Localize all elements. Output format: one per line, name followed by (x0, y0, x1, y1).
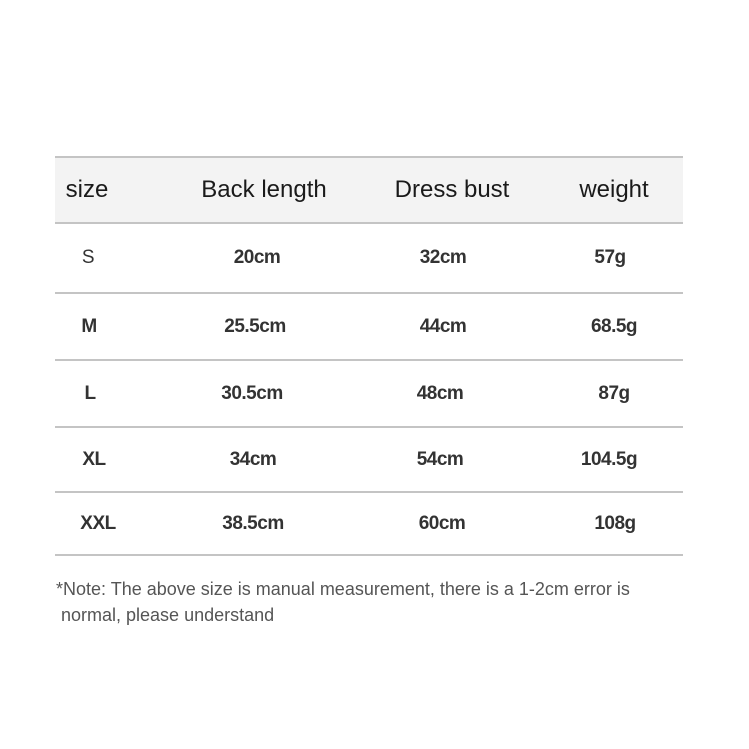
cell-size: S (81, 247, 95, 268)
cell-size: XXL (80, 512, 116, 534)
cell-weight: 108g (594, 512, 636, 534)
cell-back-length: 20cm (233, 247, 281, 268)
cell-dress-bust: 44cm (419, 315, 467, 337)
cell-back-length: 38.5cm (222, 512, 284, 534)
header-size: size (65, 176, 109, 203)
header-dress-bust: Dress bust (394, 176, 510, 203)
cell-back-length: 25.5cm (224, 315, 286, 337)
size-table: size Back length Dress bust weight S 20c… (55, 156, 683, 556)
cell-size: L (84, 382, 96, 404)
table-header: size Back length Dress bust weight (55, 156, 683, 224)
cell-size: M (81, 315, 97, 337)
table-row: XL 34cm 54cm 104.5g (55, 428, 683, 493)
table-row: M 25.5cm 44cm 68.5g (55, 294, 683, 361)
cell-dress-bust: 48cm (416, 382, 464, 404)
table-row: L 30.5cm 48cm 87g (55, 361, 683, 428)
measurement-note: *Note: The above size is manual measurem… (56, 576, 716, 628)
cell-weight: 87g (598, 382, 630, 404)
note-line-2: normal, please understand (56, 605, 275, 625)
cell-dress-bust: 32cm (419, 247, 467, 268)
table-row: XXL 38.5cm 60cm 108g (55, 493, 683, 556)
cell-dress-bust: 60cm (418, 512, 466, 534)
cell-back-length: 34cm (229, 448, 277, 470)
cell-weight: 68.5g (590, 315, 638, 337)
cell-dress-bust: 54cm (416, 448, 464, 470)
cell-weight: 57g (594, 247, 626, 268)
table-row: S 20cm 32cm 57g (55, 224, 683, 294)
header-weight: weight (579, 176, 649, 203)
cell-weight: 104.5g (580, 448, 638, 470)
note-line-1: *Note: The above size is manual measurem… (56, 579, 630, 599)
header-back-length: Back length (201, 176, 327, 203)
cell-size: XL (82, 448, 106, 470)
cell-back-length: 30.5cm (221, 382, 283, 404)
